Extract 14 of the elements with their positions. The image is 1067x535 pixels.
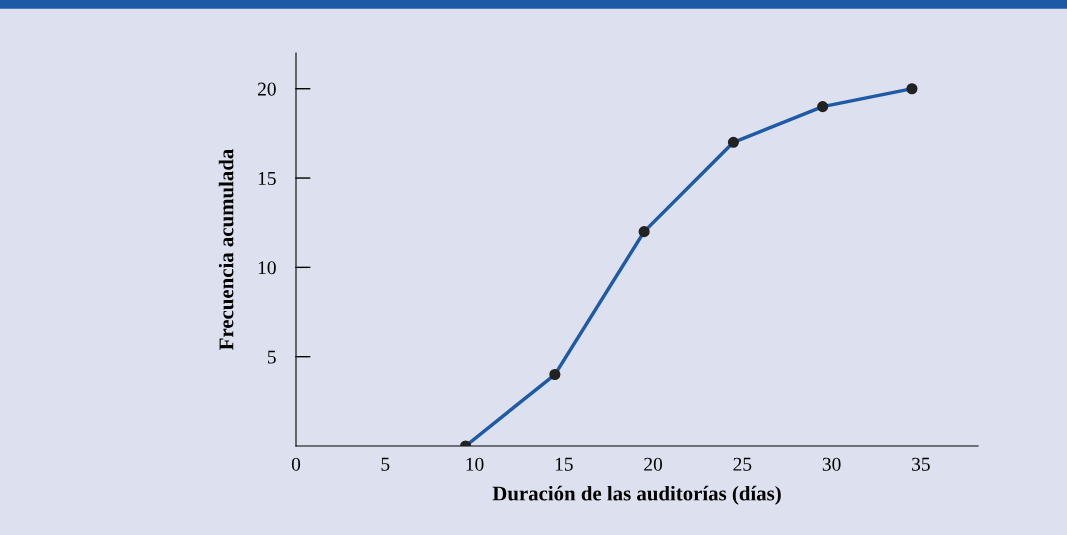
- x-tick-label: 0: [291, 457, 301, 471]
- y-tick-label: 5: [267, 350, 276, 364]
- x-tick-label: 35: [912, 457, 930, 471]
- x-tick-label: 20: [644, 457, 663, 471]
- y-axis-title: Frecuencia acumulada: [218, 149, 234, 350]
- y-tick-label: 20: [257, 82, 276, 96]
- x-tick-label: 15: [555, 457, 573, 471]
- y-tick-label: 15: [258, 171, 276, 185]
- x-tick-label: 10: [466, 457, 484, 471]
- x-tick-label: 30: [822, 457, 841, 471]
- y-tick-label: 10: [258, 261, 276, 275]
- x-axis-title: Duración de las auditorías (días): [492, 485, 781, 505]
- x-tick-label: 25: [733, 457, 752, 471]
- x-tick-label: 5: [381, 457, 390, 471]
